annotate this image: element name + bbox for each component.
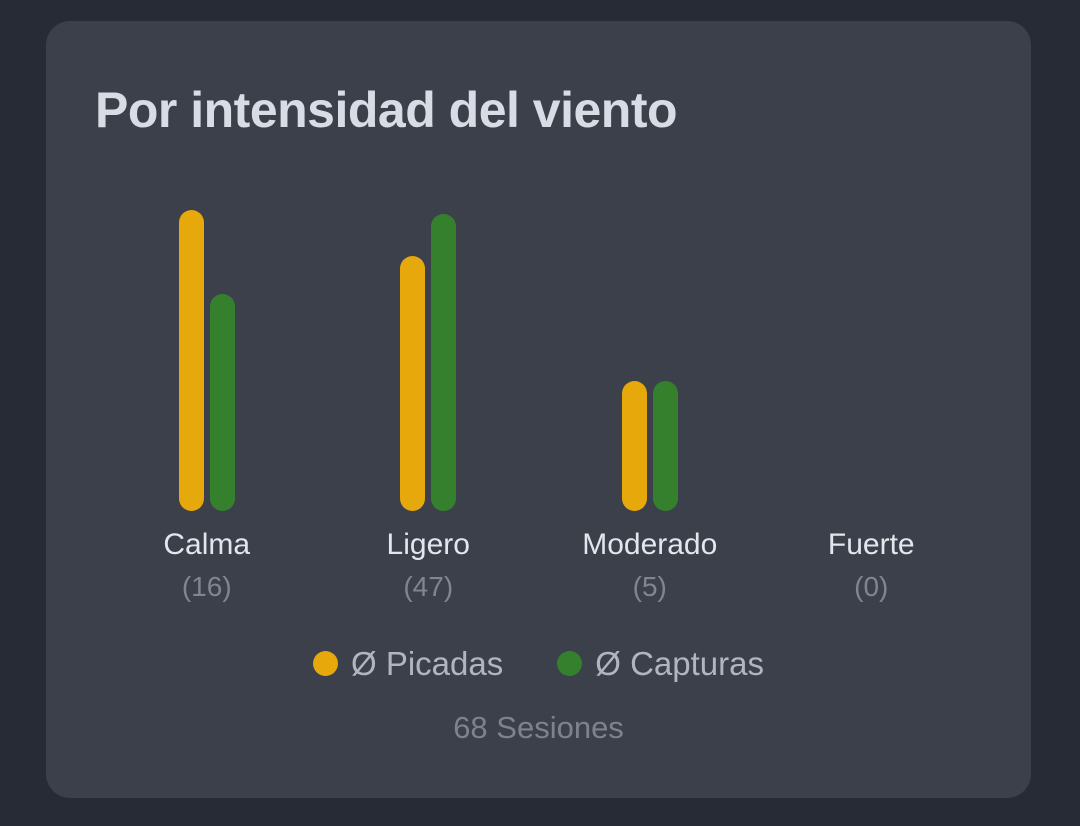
picadas-legend-dot-icon xyxy=(313,651,338,676)
category-count-fuerte: (0) xyxy=(854,571,889,602)
picadas-bar-moderado[interactable] xyxy=(621,381,647,511)
picadas-legend-label: Ø Picadas xyxy=(351,645,504,682)
capturas-bar-moderado[interactable] xyxy=(652,381,678,511)
category-group-moderado: Moderado (5) xyxy=(539,210,761,601)
category-label-fuerte: Fuerte xyxy=(827,528,915,561)
capturas-legend-label: Ø Capturas xyxy=(595,645,764,682)
sessions-total: 68 Sesiones xyxy=(453,710,624,745)
category-label-ligero: Ligero xyxy=(386,528,470,561)
category-count-ligero: (47) xyxy=(403,571,454,602)
category-count-calma: (16) xyxy=(181,571,232,602)
card-title: Por intensidad del viento xyxy=(95,82,678,138)
bar-chart: Calma (16) Ligero (47) Moderado (5) Fuerte (0) xyxy=(96,210,982,601)
picadas-bar-calma[interactable] xyxy=(178,210,204,511)
bar-pair-ligero xyxy=(400,210,457,511)
category-count-moderado: (5) xyxy=(632,571,667,602)
wind-intensity-card: Por intensidad del viento Calma (16) Liger… xyxy=(46,21,1031,798)
capturas-bar-calma[interactable] xyxy=(209,294,235,511)
category-group-ligero: Ligero (47) xyxy=(318,210,540,601)
chart-legend: Ø Picadas Ø Capturas xyxy=(46,647,1031,680)
bar-pair-moderado xyxy=(621,210,678,511)
legend-item-picadas[interactable]: Ø Picadas xyxy=(313,647,503,680)
category-group-fuerte: Fuerte (0) xyxy=(761,210,983,601)
capturas-bar-ligero[interactable] xyxy=(431,214,457,511)
bar-pair-calma xyxy=(178,210,235,511)
capturas-legend-dot-icon xyxy=(557,651,583,676)
category-label-moderado: Moderado xyxy=(582,528,718,561)
category-group-calma: Calma (16) xyxy=(96,210,318,601)
category-label-calma: Calma xyxy=(163,528,251,561)
legend-item-capturas[interactable]: Ø Capturas xyxy=(557,647,764,680)
picadas-bar-ligero[interactable] xyxy=(400,256,426,511)
